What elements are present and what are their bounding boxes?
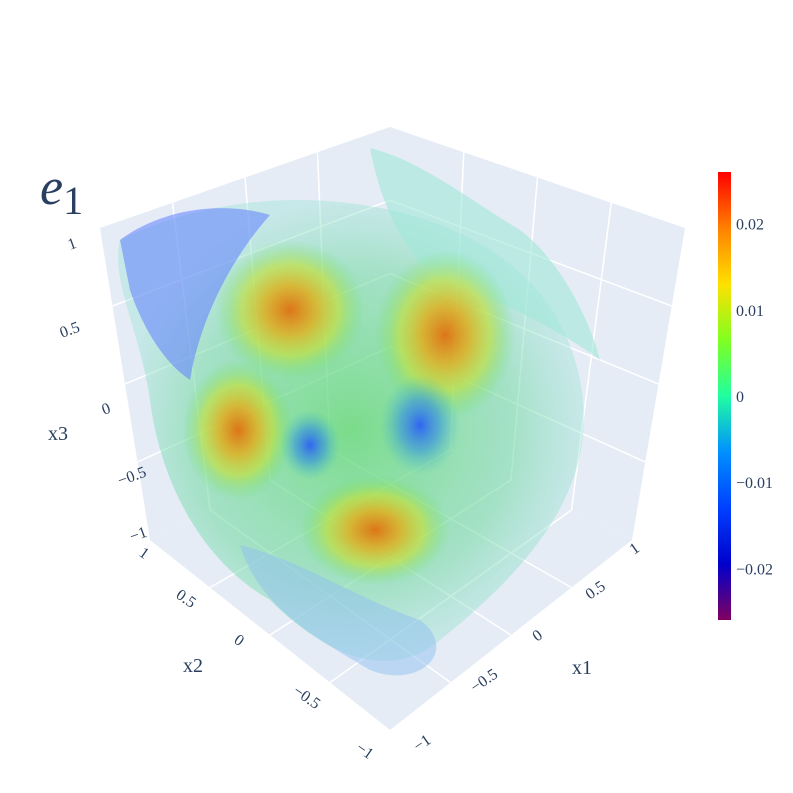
colorbar: 0.02 0.01 0 −0.01 −0.02 (718, 172, 773, 620)
colorbar-tick-label: 0 (736, 389, 744, 406)
x2-tick-label: 1 (136, 544, 152, 563)
x1-tick-label: 1 (627, 540, 643, 559)
x2-tick-label: 0 (231, 631, 247, 650)
x2-axis-title: x2 (183, 655, 203, 677)
x1-tick-label: 0 (530, 627, 546, 646)
x2-tick-label: −1 (353, 739, 377, 763)
x1-tick-label: −0.5 (468, 666, 502, 697)
title-main: e (40, 159, 64, 216)
x3-tick-label: 0 (100, 400, 113, 419)
x2-tick-label: 0.5 (173, 586, 199, 611)
title-subscript: 1 (63, 178, 84, 223)
x1-axis-title: x1 (572, 657, 592, 679)
x1-tick-label: −1 (411, 732, 435, 756)
x2-tick-label: −0.5 (290, 682, 324, 713)
colorbar-tick-label: 0.01 (736, 303, 764, 320)
colorbar-tick-label: −0.02 (736, 561, 773, 578)
x3-tick-label: −1 (128, 524, 150, 546)
chart-title: e1 (40, 158, 83, 224)
colorbar-tick-label: −0.01 (736, 475, 773, 492)
x3-tick-label: 0.5 (58, 319, 83, 342)
isosurfaces (117, 148, 600, 676)
x3-tick-label: 1 (66, 235, 79, 254)
colorbar-tick-label: 0.02 (736, 217, 764, 234)
x1-tick-label: 0.5 (583, 578, 609, 603)
colorbar-gradient (718, 172, 731, 620)
x3-axis-title: x3 (48, 423, 68, 445)
